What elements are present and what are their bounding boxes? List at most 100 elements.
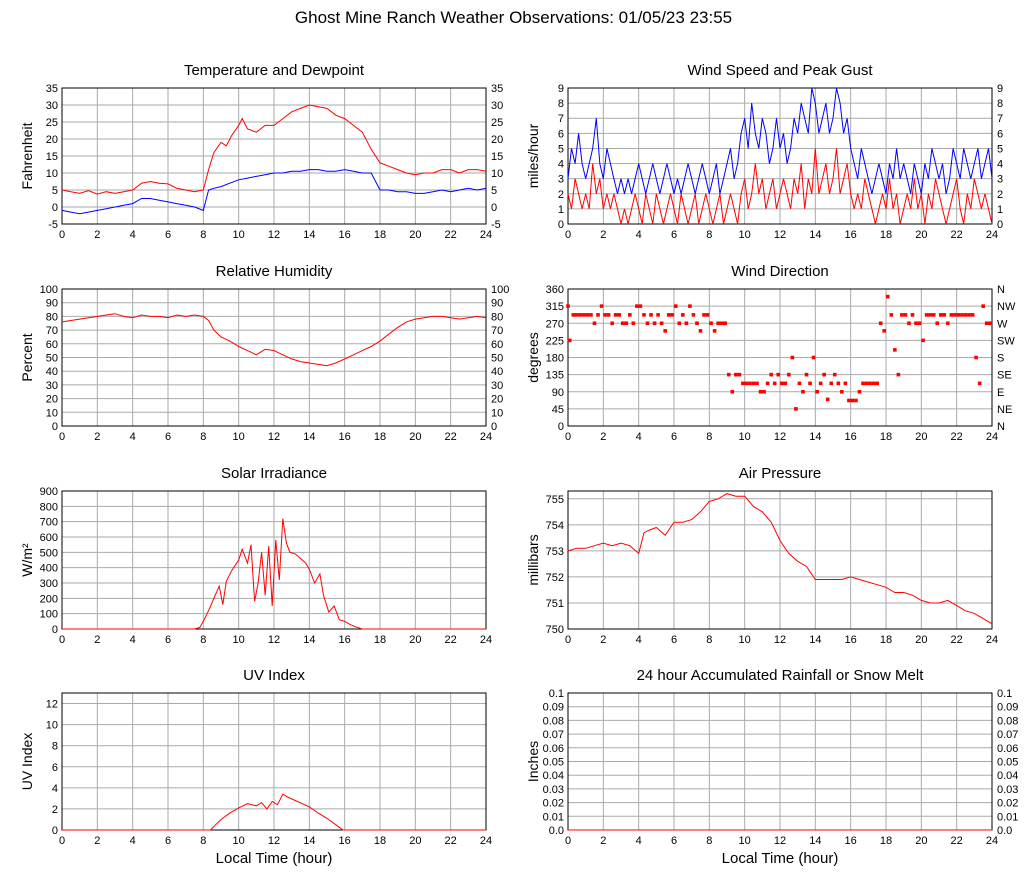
data-point [974, 355, 978, 360]
x-axis-label: Local Time (hour) [722, 850, 839, 867]
x-tick-label: 24 [986, 229, 998, 241]
data-point [638, 304, 643, 308]
data-point [938, 313, 943, 317]
data-point [889, 313, 894, 317]
y-right-tick-label: 0.08 [997, 715, 1018, 727]
data-point [847, 398, 851, 403]
data-point [705, 313, 710, 317]
data-point [596, 313, 600, 317]
chart-title: Temperature and Dewpoint [184, 62, 365, 79]
y-tick-label: 0 [52, 202, 58, 214]
y-tick-label: 2 [52, 804, 58, 816]
x-tick-label: 24 [986, 431, 998, 443]
data-point [924, 313, 929, 317]
y-tick-label: 100 [40, 609, 58, 621]
y-tick-label: 752 [546, 572, 564, 584]
y-axis-label: miles/hour [525, 123, 541, 188]
y-right-tick-label: SW [997, 335, 1015, 347]
x-tick-label: 24 [986, 634, 998, 646]
x-tick-label: 24 [480, 229, 492, 241]
y-right-tick-label: 80 [491, 311, 503, 323]
y-right-tick-label: 0.07 [997, 729, 1018, 741]
data-point [832, 372, 837, 377]
data-point [712, 329, 717, 333]
y-right-tick-label: 20 [491, 134, 503, 146]
data-point [666, 313, 671, 317]
plot-border [567, 288, 993, 427]
data-point [645, 321, 650, 326]
data-point [617, 313, 622, 317]
data-point [772, 381, 777, 386]
x-tick-label: 20 [409, 835, 421, 847]
y-tick-label: 754 [546, 520, 564, 532]
y-right-tick-label: 5 [491, 185, 497, 197]
data-point [769, 372, 773, 377]
chart-rain: 0 2 4 6 8 10 12 14 16 18 20 22 240.0 0.00.01 0.010.02 0… [525, 667, 1018, 867]
data-point [709, 321, 713, 326]
x-tick-label: 0 [565, 431, 571, 443]
data-point [741, 381, 745, 386]
y-tick-label: 3 [558, 174, 564, 186]
y-tick-label: 315 [546, 301, 564, 313]
data-point [797, 381, 802, 386]
x-tick-label: 6 [165, 634, 171, 646]
x-tick-label: 8 [706, 229, 712, 241]
x-tick-label: 2 [600, 634, 606, 646]
data-point [960, 313, 964, 317]
x-tick-label: 8 [200, 634, 206, 646]
x-tick-label: 10 [739, 229, 751, 241]
y-tick-label: 750 [546, 624, 564, 636]
chart-title: Solar Irradiance [221, 465, 327, 482]
y-right-tick-label: 0.05 [997, 757, 1018, 769]
y-tick-label: 2 [558, 189, 564, 201]
data-point [988, 321, 993, 326]
data-point [592, 321, 597, 326]
y-right-tick-label: 3 [997, 174, 1003, 186]
x-tick-label: 16 [845, 431, 857, 443]
y-tick-label: 10 [46, 168, 58, 180]
x-tick-label: 16 [339, 431, 351, 443]
x-tick-label: 20 [409, 229, 421, 241]
y-right-tick-label: 6 [997, 128, 1003, 140]
x-tick-label: 14 [303, 835, 315, 847]
y-tick-label: 10 [46, 407, 58, 419]
x-tick-label: 14 [303, 229, 315, 241]
series-line-0 [567, 493, 993, 625]
page-title: Ghost Mine Ranch Weather Observations: 0… [294, 8, 733, 27]
data-point [981, 304, 985, 308]
x-tick-label: 2 [600, 229, 606, 241]
y-tick-label: 20 [46, 394, 58, 406]
data-point [963, 313, 968, 317]
data-point [585, 313, 590, 317]
x-tick-label: 12 [268, 835, 280, 847]
y-tick-label: 35 [46, 83, 58, 95]
data-point [631, 321, 636, 326]
y-tick-label: 8 [558, 98, 564, 110]
y-tick-label: 0.01 [543, 811, 564, 823]
data-point [868, 381, 872, 386]
x-tick-label: 8 [200, 229, 206, 241]
data-point [606, 313, 611, 317]
data-point [829, 381, 834, 386]
x-tick-label: 16 [845, 634, 857, 646]
series-line-0 [61, 313, 487, 367]
x-tick-label: 2 [94, 431, 100, 443]
x-tick-label: 12 [774, 835, 786, 847]
y-axis-label: millibars [525, 534, 541, 585]
x-tick-label: 18 [880, 835, 892, 847]
x-tick-label: 20 [409, 634, 421, 646]
y-right-tick-label: 70 [491, 325, 503, 337]
data-point [882, 329, 887, 333]
x-tick-label: 4 [636, 229, 642, 241]
x-tick-label: 22 [951, 634, 963, 646]
x-tick-label: 8 [200, 835, 206, 847]
x-tick-label: 0 [565, 835, 571, 847]
data-point [843, 381, 848, 386]
x-tick-label: 4 [636, 634, 642, 646]
y-right-tick-label: 0 [997, 219, 1003, 231]
data-point [878, 321, 883, 326]
data-point [628, 313, 632, 317]
y-tick-label: 90 [46, 298, 58, 310]
x-tick-label: 6 [671, 229, 677, 241]
